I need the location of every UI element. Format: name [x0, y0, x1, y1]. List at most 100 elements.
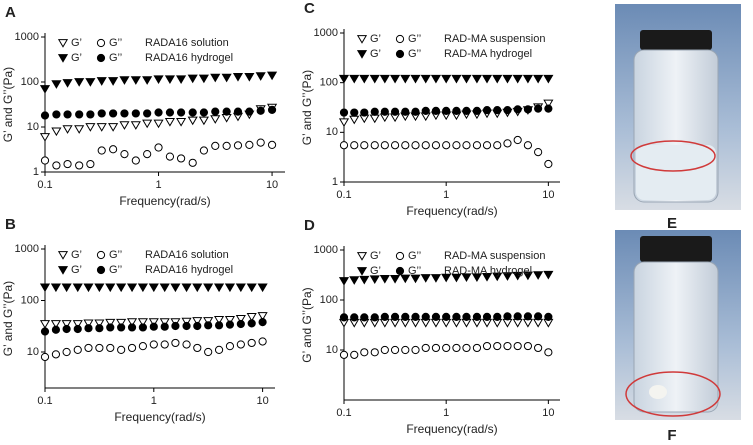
marker [442, 343, 451, 353]
marker [160, 322, 169, 331]
marker [522, 271, 533, 281]
marker [503, 312, 512, 321]
marker [74, 78, 85, 87]
marker [257, 283, 268, 293]
panel-label: A [5, 4, 16, 21]
marker [430, 274, 442, 283]
marker [159, 283, 170, 293]
marker [73, 324, 82, 334]
y-tick-label: 100 [21, 76, 39, 88]
marker [411, 141, 420, 150]
marker [181, 317, 192, 327]
y-tick-label: 1 [33, 166, 39, 178]
legend-marker [96, 250, 106, 260]
legend-label: G’’ [109, 37, 122, 49]
marker [204, 321, 213, 330]
marker [431, 343, 441, 353]
x-tick-label: 10 [256, 395, 268, 407]
marker [482, 141, 492, 150]
marker [74, 125, 85, 134]
legend-label: G’ [370, 265, 381, 277]
legend-label: G’ [71, 264, 82, 276]
y-axis-title: G’ and G’’(Pa) [300, 70, 314, 145]
marker [236, 340, 245, 349]
marker [39, 283, 51, 293]
legend-label: RADA16 hydrogel [145, 52, 233, 64]
marker [492, 74, 503, 84]
marker [246, 283, 257, 293]
marker [187, 74, 198, 84]
marker [360, 348, 369, 357]
marker [481, 74, 493, 84]
marker [51, 350, 61, 359]
marker [493, 312, 502, 321]
marker [188, 158, 197, 167]
x-axis-title: Frequency(rad/s) [406, 204, 497, 218]
marker [222, 107, 231, 116]
marker [154, 143, 163, 152]
legend-marker [57, 251, 69, 260]
marker [471, 74, 483, 84]
x-tick-label: 10 [542, 407, 554, 419]
marker [410, 274, 421, 284]
marker [137, 283, 148, 293]
marker [503, 139, 512, 148]
marker [126, 318, 138, 327]
marker [187, 116, 198, 126]
marker [350, 350, 359, 359]
marker [117, 323, 126, 332]
marker [246, 313, 257, 322]
x-axis-title: Frequency(rad/s) [406, 422, 497, 436]
marker [256, 106, 265, 115]
x-tick-label: 0.1 [336, 189, 351, 201]
marker [138, 323, 148, 332]
marker [513, 135, 522, 145]
marker [171, 321, 180, 331]
marker [503, 106, 512, 115]
marker [85, 123, 96, 132]
marker [119, 121, 130, 130]
marker [380, 312, 389, 321]
marker [142, 119, 153, 129]
marker [203, 283, 214, 293]
marker [164, 118, 176, 127]
marker [130, 76, 141, 85]
marker [462, 141, 471, 150]
marker [369, 74, 380, 84]
photo-f [615, 230, 741, 420]
marker [471, 273, 483, 283]
marker [149, 340, 158, 349]
marker [420, 274, 431, 283]
marker [159, 318, 170, 327]
marker [533, 318, 544, 328]
marker [39, 133, 51, 142]
marker [61, 283, 72, 293]
marker [39, 320, 51, 329]
marker [401, 141, 410, 150]
marker [40, 352, 50, 362]
x-tick-label: 1 [155, 179, 161, 191]
marker [379, 274, 390, 284]
marker [84, 343, 93, 353]
marker [502, 272, 513, 281]
marker [181, 283, 192, 293]
marker [369, 275, 380, 285]
marker [40, 111, 50, 120]
marker [199, 146, 209, 155]
marker [116, 283, 127, 293]
y-tick-label: 10 [27, 121, 39, 133]
x-tick-label: 1 [443, 189, 449, 201]
legend-label: G’ [71, 37, 82, 49]
marker [94, 319, 105, 329]
marker [235, 315, 246, 324]
marker [452, 312, 461, 321]
legend-marker [395, 34, 405, 44]
marker [451, 273, 462, 283]
marker [127, 343, 137, 353]
marker [400, 274, 411, 284]
x-tick-label: 0.1 [37, 395, 52, 407]
y-tick-label: 10 [27, 346, 39, 358]
y-tick-label: 100 [320, 77, 338, 89]
marker [534, 343, 543, 353]
